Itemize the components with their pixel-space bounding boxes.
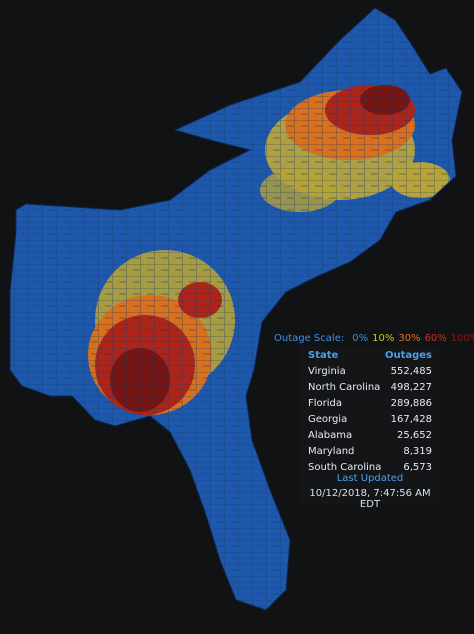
scale-level: 100% <box>450 333 474 344</box>
state-name: North Carolina <box>308 382 381 393</box>
updated-time: 10/12/2018, 7:47:56 AM EDT <box>309 488 431 510</box>
outage-count: 8,319 <box>403 446 432 457</box>
header-outages: Outages <box>384 350 432 361</box>
table-row: Florida 289,886 <box>308 398 432 409</box>
scale-levels: 0%10%30%60%100% <box>348 333 474 344</box>
scale-level: 0% <box>352 333 369 344</box>
scale-level: 60% <box>424 333 447 344</box>
state-name: South Carolina <box>308 462 382 473</box>
table-row: Maryland 8,319 <box>308 446 432 457</box>
state-name: Virginia <box>308 366 346 377</box>
outage-count: 6,573 <box>403 462 432 473</box>
table-row: North Carolina 498,227 <box>308 382 432 393</box>
outage-count: 552,485 <box>390 366 432 377</box>
state-name: Maryland <box>308 446 355 457</box>
outage-count: 289,886 <box>390 398 432 409</box>
header-state: State <box>308 350 339 361</box>
updated-title: Last Updated <box>336 473 404 484</box>
outage-scale: Outage Scale:0%10%30%60%100% <box>274 333 474 344</box>
scale-title: Outage Scale: <box>274 333 345 344</box>
outage-count: 167,428 <box>390 414 432 425</box>
table-row: Alabama 25,652 <box>308 430 432 441</box>
scale-level: 10% <box>372 333 395 344</box>
table-row: Virginia 552,485 <box>308 366 432 377</box>
outage-count: 498,227 <box>390 382 432 393</box>
state-name: Georgia <box>308 414 348 425</box>
outage-table: State Outages Last Updated 10/12/2018, 7… <box>300 346 440 510</box>
state-name: Alabama <box>308 430 353 441</box>
table-row: Georgia 167,428 <box>308 414 432 425</box>
scale-level: 30% <box>398 333 421 344</box>
state-name: Florida <box>308 398 343 409</box>
outage-count: 25,652 <box>397 430 432 441</box>
table-row: South Carolina 6,573 <box>308 462 432 473</box>
